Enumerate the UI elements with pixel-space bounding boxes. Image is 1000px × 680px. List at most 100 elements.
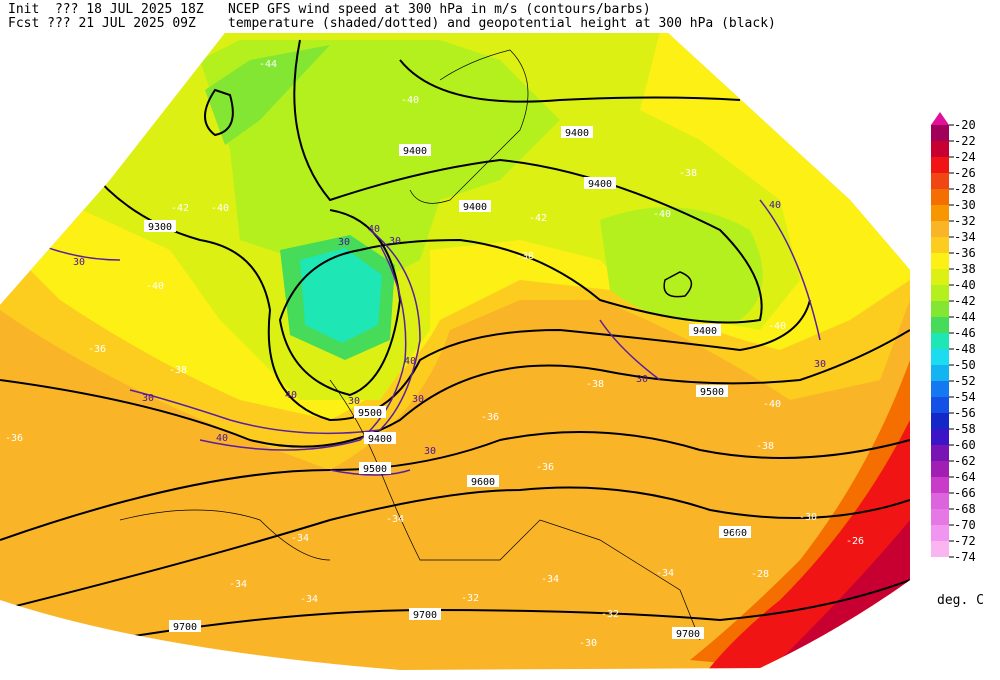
colorbar-label: -30 xyxy=(954,198,976,212)
colorbar-swatch xyxy=(931,349,949,365)
temperature-label: -38 xyxy=(516,251,534,262)
colorbar-label: -36 xyxy=(954,246,976,260)
colorbar-swatch xyxy=(931,157,949,173)
temperature-label: -36 xyxy=(724,529,742,540)
coastlines xyxy=(119,49,701,641)
colorbar-label: -68 xyxy=(954,502,976,516)
colorbar-swatch xyxy=(931,413,949,429)
temperature-label: -28 xyxy=(751,569,769,580)
height-label: 9300 xyxy=(148,222,172,233)
height-label-box xyxy=(561,126,593,138)
height-label-box xyxy=(467,475,499,487)
colorbar-swatch xyxy=(931,333,949,349)
colorbar-swatch xyxy=(931,221,949,237)
colorbar-label: -60 xyxy=(954,438,976,452)
colorbar-swatch xyxy=(931,253,949,269)
colorbar-swatch xyxy=(931,509,949,525)
colorbar-label: -72 xyxy=(954,534,976,548)
colorbar-swatch xyxy=(931,477,949,493)
height-label-box xyxy=(689,324,721,336)
map-labels: 9400 9400 9400 9400 9300 9400 9500 9500 9400 9500… xyxy=(5,59,864,649)
wind-label: 30 xyxy=(412,394,424,405)
temperature-label: -42 xyxy=(171,203,189,214)
wind-label: 40 xyxy=(404,356,416,367)
colorbar-label: -26 xyxy=(954,166,976,180)
colorbar-label: -24 xyxy=(954,150,976,164)
height-label: 9600 xyxy=(723,528,747,539)
temperature-label: -34 xyxy=(656,568,674,579)
wind-label: 40 xyxy=(769,200,781,211)
wind-label: 30 xyxy=(348,396,360,407)
colorbar-label: -48 xyxy=(954,342,976,356)
temperature-label: -36 xyxy=(481,412,499,423)
height-label-box xyxy=(364,432,396,444)
colorbar-label: -40 xyxy=(954,278,976,292)
height-label: 9500 xyxy=(363,464,387,475)
temperature-label: -44 xyxy=(259,59,277,70)
height-label-box xyxy=(672,627,704,639)
height-label: 9400 xyxy=(588,179,612,190)
colorbar-swatch xyxy=(931,541,949,557)
temperature-label: -34 xyxy=(291,533,309,544)
temperature-label: -38 xyxy=(586,379,604,390)
temperature-label: -38 xyxy=(679,168,697,179)
colorbar-label: -74 xyxy=(954,550,976,564)
height-label: 9400 xyxy=(693,326,717,337)
title-line: NCEP GFS wind speed at 300 hPa in m/s (c… xyxy=(228,2,651,17)
colorbar-label: -56 xyxy=(954,406,976,420)
height-label-box xyxy=(719,526,751,538)
colorbar-label: -28 xyxy=(954,182,976,196)
temperature-label: -36 xyxy=(88,344,106,355)
temperature-label: -40 xyxy=(211,203,229,214)
colorbar-label: -20 xyxy=(954,118,976,132)
wind-label: 40 xyxy=(368,224,380,235)
height-label: 9600 xyxy=(471,477,495,488)
height-label: 9400 xyxy=(463,202,487,213)
wind-label: 40 xyxy=(216,433,228,444)
wind-contours xyxy=(39,199,821,476)
colorbar-swatch xyxy=(931,173,949,189)
height-label-box xyxy=(144,220,176,232)
temperature-label: -38 xyxy=(756,441,774,452)
temperature-label: -30 xyxy=(579,638,597,649)
height-label: 9700 xyxy=(676,629,700,640)
temperature-label: -36 xyxy=(5,433,23,444)
temperature-shading xyxy=(0,33,910,670)
colorbar-unit: deg. C xyxy=(937,593,984,608)
height-label-box xyxy=(409,608,441,620)
height-label-box xyxy=(359,462,391,474)
height-label: 9700 xyxy=(413,610,437,621)
height-label-box xyxy=(696,385,728,397)
wind-label: 30 xyxy=(636,374,648,385)
temperature-label: -40 xyxy=(768,321,786,332)
colorbar-label: -70 xyxy=(954,518,976,532)
colorbar-label: -64 xyxy=(954,470,976,484)
temperature-label: -38 xyxy=(169,365,187,376)
colorbar: -20 -22 -24 -26 -28 -30 -32 -34 -36 -38 -40 -42 -44 -… xyxy=(931,112,976,564)
colorbar-swatch xyxy=(931,317,949,333)
colorbar-swatch xyxy=(931,189,949,205)
temperature-label: -34 xyxy=(300,594,318,605)
height-label: 9500 xyxy=(700,387,724,398)
wind-label: 40 xyxy=(285,390,297,401)
colorbar-label: -46 xyxy=(954,326,976,340)
height-label: 9500 xyxy=(358,408,382,419)
colorbar-label: -34 xyxy=(954,230,976,244)
wind-label: 30 xyxy=(814,359,826,370)
colorbar-label: -32 xyxy=(954,214,976,228)
height-label-box xyxy=(459,200,491,212)
title-line: temperature (shaded/dotted) and geopoten… xyxy=(228,16,776,31)
init-time: Init ??? 18 JUL 2025 18Z xyxy=(8,2,204,17)
temperature-label: -32 xyxy=(461,593,479,604)
temperature-label: -40 xyxy=(763,399,781,410)
temperature-label: -36 xyxy=(536,462,554,473)
colorbar-swatch xyxy=(931,397,949,413)
temperature-label: -34 xyxy=(386,514,404,525)
colorbar-label: -42 xyxy=(954,294,976,308)
colorbar-label: -54 xyxy=(954,390,976,404)
colorbar-label: -38 xyxy=(954,262,976,276)
height-label-box xyxy=(584,177,616,189)
colorbar-label: -52 xyxy=(954,374,976,388)
wind-label: 30 xyxy=(142,393,154,404)
colorbar-swatch xyxy=(931,141,949,157)
